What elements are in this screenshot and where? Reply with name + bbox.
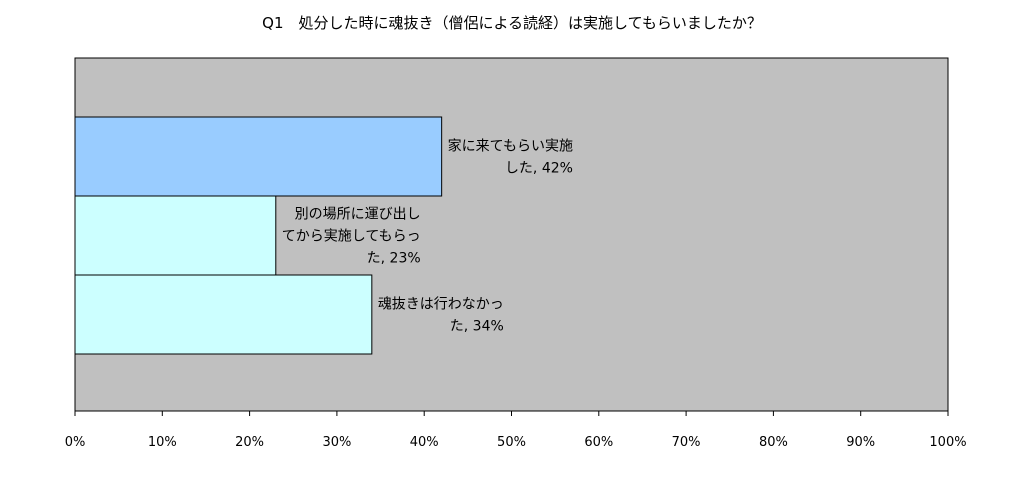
x-tick-label: 20% (235, 435, 264, 450)
data-label-line: てから実施してもらっ (282, 229, 421, 245)
x-tick-label: 70% (672, 435, 701, 450)
data-label: 魂抜きは行わなかった, 34% (378, 297, 504, 335)
data-label-line: 家に来てもらい実施 (448, 138, 573, 155)
x-tick-label: 30% (322, 435, 351, 450)
x-axis: 0% 10% 20% 30% 40% 50% 60% 70% 80% 90% 100% (65, 411, 967, 450)
x-tick-label: 40% (410, 435, 439, 450)
data-label-line: た, 34% (450, 319, 504, 335)
chart-title: Q1 処分した時に魂抜き（僧侶による読経）は実施してもらいましたか？ (262, 14, 762, 32)
data-label: 家に来てもらい実施した, 42% (448, 138, 573, 177)
x-tick-label: 80% (759, 435, 788, 450)
data-label-line: 魂抜きは行わなかっ (378, 297, 504, 313)
data-label: 別の場所に運び出してから実施してもらった, 23% (282, 207, 421, 267)
data-label-line: た, 23% (367, 251, 421, 267)
bar (74, 195, 277, 276)
x-tick-label: 60% (584, 435, 613, 450)
bar (74, 116, 443, 197)
data-label-line: した, 42% (505, 161, 573, 177)
x-tick-label: 0% (65, 435, 86, 450)
x-tick-label: 100% (929, 435, 966, 450)
x-tick-label: 50% (497, 435, 526, 450)
x-tick-label: 10% (148, 435, 177, 450)
bar (74, 274, 373, 355)
x-tick-label: 90% (846, 435, 875, 450)
data-labels: 家に来てもらい実施した, 42% 別の場所に運び出してから実施してもらった, 23… (282, 138, 573, 335)
data-label-line: 別の場所に運び出し (295, 207, 421, 223)
bars (74, 116, 443, 355)
